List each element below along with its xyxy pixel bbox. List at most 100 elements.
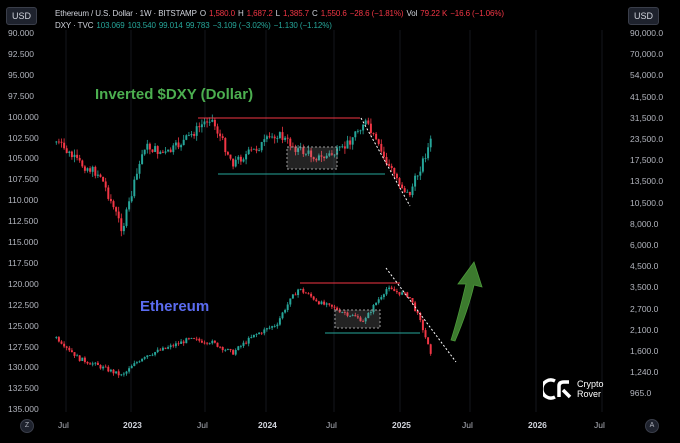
left-axis-tick: 105.000: [8, 153, 39, 164]
eth-candle: [401, 292, 404, 295]
eth-candle: [302, 288, 305, 293]
dxy-candle: [343, 146, 346, 149]
dxy-candle: [117, 211, 120, 219]
dxy-candle: [180, 145, 183, 148]
eth-candle: [65, 346, 68, 348]
eth-trend-line: [385, 267, 457, 363]
auto-scale-button[interactable]: A: [645, 419, 659, 433]
eth-candle: [343, 312, 346, 313]
dxy-candle: [403, 188, 406, 193]
dxy-legend-item-2: 103.540: [127, 21, 156, 30]
eth-candle: [232, 350, 235, 355]
time-axis-tick: Jul: [197, 420, 208, 430]
dxy-candle: [206, 121, 209, 123]
eth-candle: [195, 338, 198, 340]
dxy-candle: [351, 137, 354, 145]
dxy-candle: [395, 173, 398, 179]
dxy-candle: [252, 148, 255, 150]
eth-candle: [216, 342, 219, 347]
dxy-candle: [63, 142, 66, 149]
eth-candle: [367, 313, 370, 319]
eth-candle: [273, 326, 276, 327]
dxy-candle: [245, 154, 248, 160]
eth-candle: [291, 294, 294, 299]
dxy-candle: [94, 166, 97, 176]
eth-candle: [271, 326, 274, 328]
dxy-candle: [362, 124, 365, 131]
left-axis-tick: 120.000: [8, 278, 39, 289]
eth-candle: [307, 293, 310, 295]
eth-candle: [299, 288, 302, 290]
eth-candle: [356, 316, 359, 318]
dxy-candle: [359, 130, 362, 132]
dxy-legend-item-3: 99.014: [158, 21, 183, 30]
logo-line1: Crypto: [577, 379, 604, 389]
dxy-candle: [273, 136, 276, 139]
eth-candle: [286, 304, 289, 311]
right-axis-tick: 10,500.0: [630, 197, 664, 208]
right-currency-badge[interactable]: USD: [628, 7, 660, 25]
eth-candle: [234, 350, 237, 355]
eth-candle: [99, 365, 102, 369]
dxy-candle: [416, 175, 419, 177]
dxy-candle: [408, 191, 411, 196]
dxy-candle: [411, 186, 414, 196]
eth-candle: [182, 341, 185, 344]
eth-candle: [260, 332, 263, 334]
dxy-candle: [247, 149, 250, 155]
dxy-candle: [320, 155, 323, 157]
left-axis-tick: 127.500: [8, 341, 39, 352]
left-axis-tick: 132.500: [8, 383, 39, 394]
dxy-candle: [115, 207, 118, 212]
time-axis-tick: 2025: [392, 420, 411, 430]
eth-candle: [297, 289, 300, 296]
dxy-candle: [208, 121, 211, 123]
eth-legend-item-0: Ethereum / U.S. Dollar · 1W · BITSTAMP: [55, 9, 197, 18]
dxy-candle: [258, 150, 261, 152]
eth-candle: [247, 337, 250, 344]
dxy-candle: [297, 148, 300, 152]
dxy-candle: [390, 165, 393, 168]
logo-line2: Rover: [577, 389, 602, 399]
dxy-candle: [65, 148, 68, 153]
timezone-button[interactable]: Z: [20, 419, 34, 433]
dxy-trend-line: [360, 117, 411, 207]
dxy-candle: [120, 218, 123, 232]
eth-candle: [117, 371, 120, 376]
eth-candle: [224, 349, 227, 351]
dxy-candle: [323, 156, 326, 159]
eth-candle: [338, 310, 341, 313]
eth-candle: [60, 341, 63, 344]
eth-candle: [55, 337, 58, 338]
dxy-candle: [135, 173, 138, 180]
dxy-candle: [172, 145, 175, 153]
dxy-candle: [424, 158, 427, 160]
eth-candle: [237, 346, 240, 351]
eth-candle: [284, 310, 287, 313]
eth-candle: [70, 350, 73, 353]
left-currency-badge[interactable]: USD: [6, 7, 38, 25]
eth-candle: [115, 371, 118, 374]
eth-candle: [109, 369, 112, 372]
dxy-candle: [125, 209, 128, 226]
dxy-candle: [349, 140, 352, 145]
dxy-candle: [216, 126, 219, 134]
right-axis-tick: 6,000.0: [630, 240, 659, 250]
dxy-candle: [76, 154, 79, 158]
eth-candle: [380, 297, 383, 300]
dxy-candle: [167, 149, 170, 152]
dxy-candle: [60, 141, 63, 143]
right-axis-tick: 41,500.0: [630, 91, 664, 102]
eth-candle: [362, 321, 365, 323]
dxy-candle: [325, 155, 328, 159]
eth-candle: [156, 349, 159, 353]
eth-candle: [107, 366, 110, 372]
eth-candle: [120, 374, 123, 376]
eth-candle: [91, 363, 94, 365]
eth-candle: [141, 358, 144, 362]
dxy-candle: [377, 139, 380, 144]
right-axis-tick: 54,000.0: [630, 70, 664, 81]
eth-candle: [333, 306, 336, 308]
eth-candle: [159, 349, 162, 351]
